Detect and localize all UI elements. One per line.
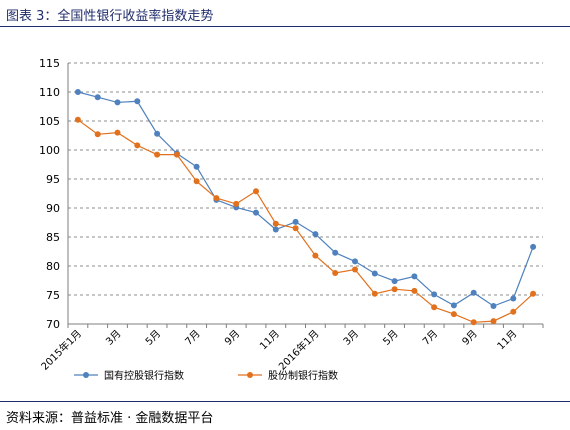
data-point bbox=[253, 188, 259, 195]
x-tick-label: 7月 bbox=[420, 328, 440, 348]
data-point bbox=[510, 308, 517, 315]
series-line bbox=[77, 91, 534, 307]
x-tick-label: 2015年1月 bbox=[38, 327, 84, 373]
data-point bbox=[74, 116, 81, 123]
data-point bbox=[134, 98, 141, 105]
data-point bbox=[193, 163, 200, 170]
x-tick-label: 3月 bbox=[341, 328, 361, 348]
legend: 国有控股银行指数 股份制银行指数 bbox=[74, 369, 338, 382]
data-point bbox=[272, 226, 279, 233]
title-rule bbox=[0, 26, 570, 27]
data-point bbox=[490, 303, 497, 309]
data-point bbox=[411, 273, 418, 280]
axes bbox=[67, 63, 544, 328]
x-tick-label: 5月 bbox=[143, 328, 163, 348]
data-point bbox=[292, 225, 299, 232]
series-2 bbox=[74, 116, 537, 326]
series-layer bbox=[74, 89, 537, 326]
data-point bbox=[450, 311, 457, 318]
data-point bbox=[114, 99, 121, 106]
data-point bbox=[154, 130, 161, 137]
data-point bbox=[530, 243, 537, 250]
data-point bbox=[470, 319, 477, 326]
data-point bbox=[332, 249, 339, 256]
data-point bbox=[332, 270, 339, 276]
data-point bbox=[213, 195, 220, 202]
y-tick-label: 115 bbox=[39, 57, 60, 70]
legend-label: 股份制银行指数 bbox=[268, 369, 338, 382]
data-point bbox=[272, 220, 279, 227]
source-note: 资料来源：普益标准 · 金融数据平台 bbox=[6, 411, 214, 426]
y-tick-label: 105 bbox=[39, 115, 60, 128]
x-tick-label: 11月 bbox=[257, 328, 282, 353]
series-line bbox=[77, 119, 534, 323]
y-tick-label: 100 bbox=[39, 144, 60, 157]
data-point bbox=[94, 131, 101, 138]
data-point bbox=[371, 290, 378, 297]
y-tick-label: 110 bbox=[39, 86, 60, 99]
legend-item-2: 股份制银行指数 bbox=[238, 369, 338, 382]
data-point bbox=[312, 231, 319, 238]
source-rule bbox=[0, 401, 570, 402]
data-point bbox=[490, 318, 497, 325]
data-point bbox=[74, 89, 81, 95]
legend-marker bbox=[83, 372, 89, 378]
y-tick-label: 85 bbox=[46, 231, 60, 244]
data-point bbox=[530, 290, 537, 297]
grid-lines bbox=[68, 62, 543, 296]
data-point bbox=[173, 151, 180, 158]
x-tick-label: 9月 bbox=[460, 328, 480, 348]
data-point bbox=[391, 286, 398, 293]
data-point bbox=[411, 287, 418, 294]
data-point bbox=[134, 142, 141, 149]
data-point bbox=[371, 270, 378, 277]
data-point bbox=[114, 129, 121, 136]
figure-title: 图表 3：全国性银行收益率指数走势 bbox=[6, 9, 214, 24]
y-tick-label: 80 bbox=[46, 260, 60, 273]
data-point bbox=[292, 218, 299, 225]
data-point bbox=[391, 278, 398, 285]
y-tick-label: 70 bbox=[46, 318, 60, 331]
y-tick-label: 90 bbox=[46, 202, 60, 215]
y-tick-label: 95 bbox=[46, 173, 60, 186]
x-tick-label: 9月 bbox=[222, 328, 242, 348]
data-point bbox=[154, 151, 161, 158]
series-1 bbox=[74, 89, 537, 309]
legend-item-1: 国有控股银行指数 bbox=[74, 369, 184, 382]
data-point bbox=[193, 178, 200, 185]
data-point bbox=[431, 291, 438, 298]
data-point bbox=[352, 258, 358, 265]
line-chart: 70 75 80 85 90 95 100 105 110 115 2015年1月 3月 5月 7月 9月… bbox=[38, 57, 544, 382]
data-point bbox=[352, 266, 358, 273]
x-tick-label: 3月 bbox=[104, 328, 124, 348]
data-point bbox=[431, 304, 438, 311]
legend-label: 国有控股银行指数 bbox=[104, 369, 184, 382]
y-tick-label: 75 bbox=[46, 289, 60, 302]
data-point bbox=[470, 289, 477, 296]
data-point bbox=[253, 209, 259, 216]
data-point bbox=[233, 200, 240, 207]
data-point bbox=[450, 302, 457, 309]
y-tick-labels: 70 75 80 85 90 95 100 105 110 115 bbox=[39, 57, 60, 331]
x-tick-label: 7月 bbox=[183, 328, 203, 348]
x-tick-label: 11月 bbox=[495, 328, 520, 353]
x-tick-label: 2016年1月 bbox=[276, 327, 322, 373]
x-tick-label: 5月 bbox=[381, 328, 401, 348]
data-point bbox=[94, 94, 101, 101]
data-point bbox=[510, 295, 517, 302]
data-point bbox=[312, 252, 319, 259]
legend-marker bbox=[247, 372, 253, 378]
